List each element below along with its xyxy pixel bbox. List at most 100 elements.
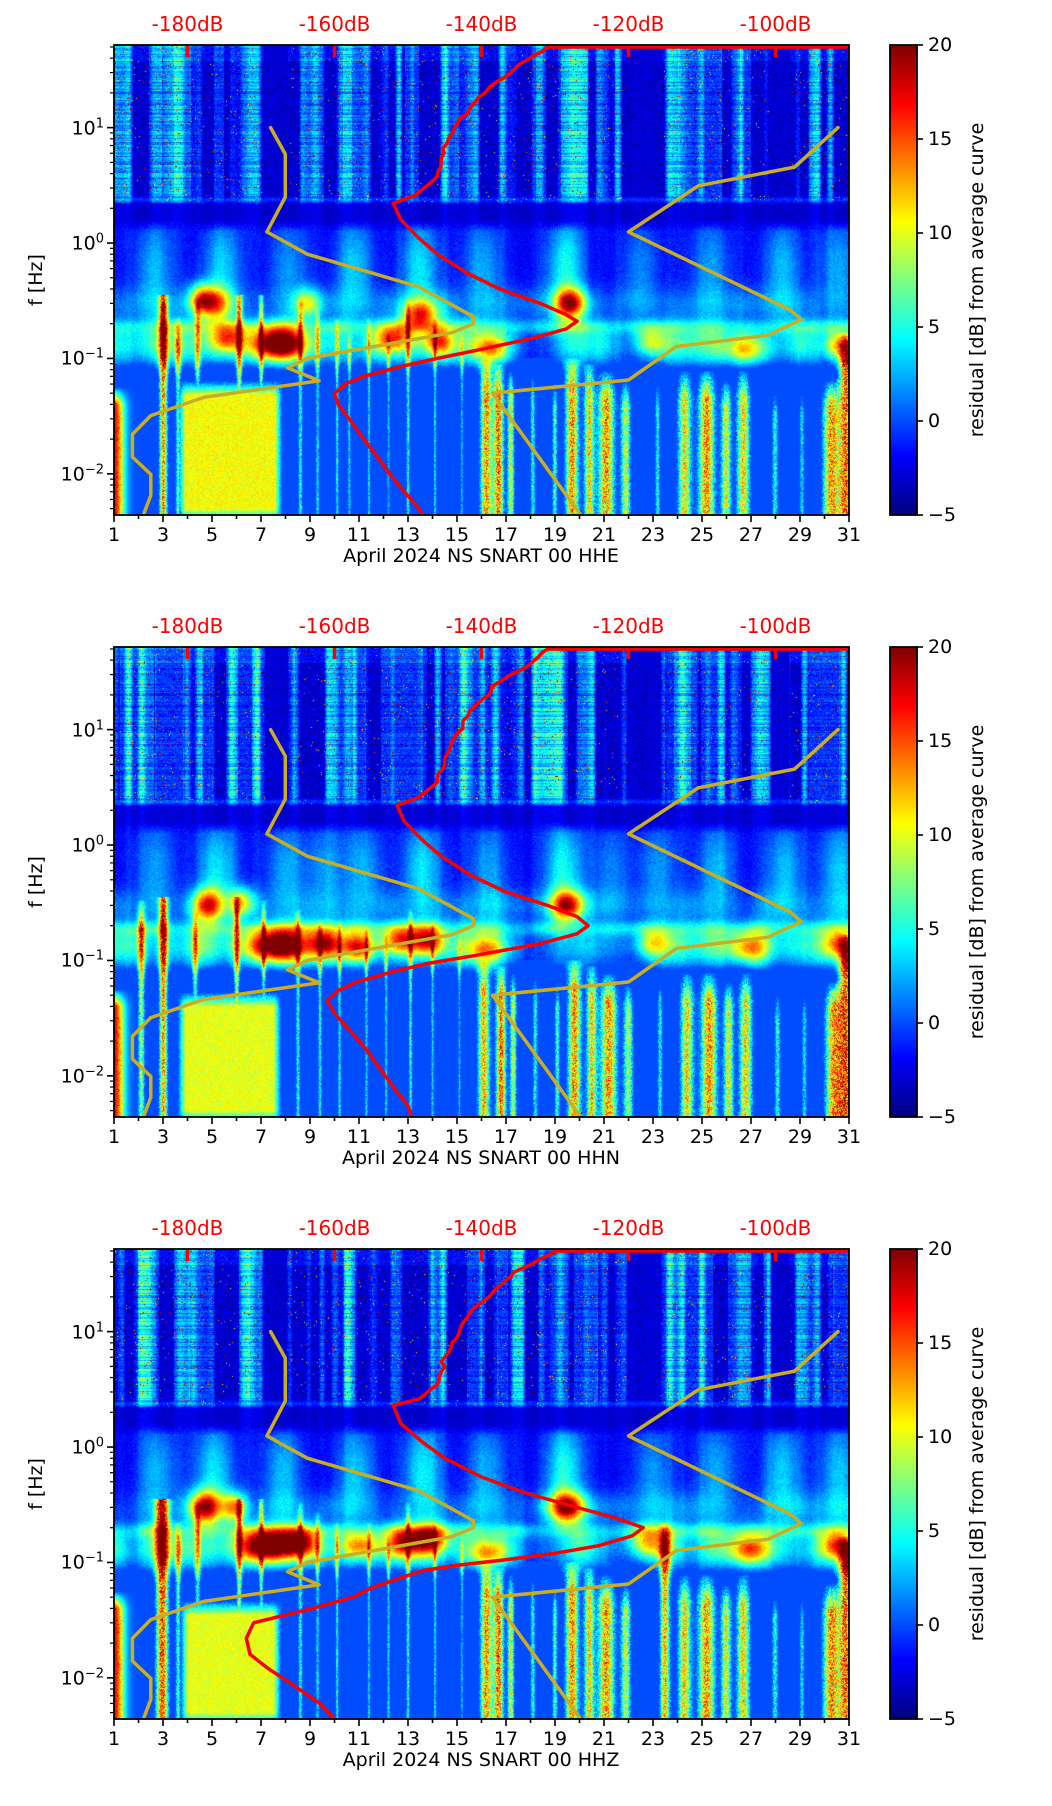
nhnm-curve: [490, 1329, 840, 1719]
ylabel-hhz: f [Hz]: [25, 1458, 47, 1510]
x-tick-label: 15: [444, 1728, 470, 1750]
y-tick-label: 10−1: [60, 948, 104, 973]
x-tick-label: 17: [493, 1728, 519, 1750]
colorbar-tick-label: 0: [928, 410, 941, 432]
x-tick-label: 29: [787, 1126, 813, 1148]
x-tick-label: 29: [787, 1728, 813, 1750]
plot-border: [113, 1248, 850, 1720]
nlnm-curve: [130, 1329, 476, 1719]
median-psd-curve: [332, 45, 849, 515]
x-tick-label: 25: [689, 524, 715, 546]
colorbar-tick-label: 15: [928, 730, 953, 752]
x-tick-label: 5: [205, 524, 219, 546]
x-tick-label: 7: [254, 1728, 268, 1750]
y-tick-label: 101: [71, 115, 104, 140]
colorbar-hhe: [890, 45, 917, 515]
y-tick-label: 10−1: [60, 1550, 104, 1575]
x-tick-label: 31: [836, 524, 862, 546]
x-tick-label: 23: [640, 524, 666, 546]
x-tick-label: 31: [836, 1126, 862, 1148]
plot-border: [113, 646, 850, 1118]
x-tick-label: 11: [346, 524, 372, 546]
x-tick-label: 19: [542, 524, 568, 546]
x-tick-label: 21: [591, 524, 617, 546]
x-tick-label: 9: [303, 1728, 317, 1750]
xlabel-hhe: April 2024 NS SNART 00 HHE: [343, 545, 619, 567]
x-tick-label: 17: [493, 1126, 519, 1148]
x-tick-label: 21: [591, 1126, 617, 1148]
colorbar-label-hhe: residual [dB] from average curve: [966, 122, 988, 438]
x-tick-label: 9: [303, 524, 317, 546]
colorbar-tick-label: 20: [928, 34, 953, 56]
nlnm-curve: [130, 125, 476, 515]
colorbar-tick-label: 20: [928, 1238, 953, 1260]
colorbar-tick-label: 15: [928, 1332, 953, 1354]
y-tick-label: 100: [71, 1435, 104, 1459]
y-tick-label: 10−2: [60, 462, 104, 486]
x-tick-label: 1: [107, 1126, 121, 1148]
colorbar-tick-label: 10: [928, 1426, 953, 1448]
colorbar-tick-label: −5: [928, 504, 957, 526]
colorbar-tick-label: 5: [928, 316, 941, 338]
x-tick-label: 3: [156, 1728, 170, 1750]
colorbar-tick-label: 0: [928, 1614, 941, 1636]
x-tick-label: 23: [640, 1126, 666, 1148]
x-tick-label: 25: [689, 1728, 715, 1750]
x-tick-label: 1: [107, 524, 121, 546]
x-tick-label: 15: [444, 1126, 470, 1148]
y-tick-label: 10−1: [60, 346, 104, 371]
x-tick-label: 15: [444, 524, 470, 546]
top-axis-tick-label: -120dB: [592, 1216, 665, 1240]
x-tick-label: 27: [738, 1728, 764, 1750]
xlabel-hhz: April 2024 NS SNART 00 HHZ: [342, 1749, 620, 1771]
nhnm-curve: [490, 125, 840, 515]
axes-overlay-hhz: [107, 1248, 923, 1726]
colorbar-tick-label: −5: [928, 1106, 957, 1128]
panel-hhn: April 2024 NS SNART 00 HHN f [Hz] residu…: [0, 602, 1052, 1204]
colorbar-border: [889, 44, 918, 516]
x-tick-label: 13: [395, 1126, 421, 1148]
colorbar-label-hhn: residual [dB] from average curve: [966, 724, 988, 1040]
top-axis-tick-label: -180dB: [151, 12, 224, 36]
top-axis-tick-label: -140dB: [445, 1216, 518, 1240]
nlnm-curve: [130, 727, 476, 1117]
plot-border: [113, 44, 850, 516]
colorbar-tick-label: 20: [928, 636, 953, 658]
colorbar-tick-label: 0: [928, 1012, 941, 1034]
y-tick-label: 10−2: [60, 1666, 104, 1690]
x-tick-label: 19: [542, 1126, 568, 1148]
x-tick-label: 3: [156, 1126, 170, 1148]
colorbar-label-hhz: residual [dB] from average curve: [966, 1326, 988, 1642]
x-tick-label: 27: [738, 524, 764, 546]
x-tick-label: 21: [591, 1728, 617, 1750]
y-tick-label: 100: [71, 231, 104, 255]
y-tick-label: 100: [71, 833, 104, 857]
top-axis-tick-label: -140dB: [445, 614, 518, 638]
ylabel-hhn: f [Hz]: [25, 856, 47, 908]
x-tick-label: 23: [640, 1728, 666, 1750]
x-tick-label: 3: [156, 524, 170, 546]
x-tick-label: 17: [493, 524, 519, 546]
x-tick-label: 11: [346, 1126, 372, 1148]
axes-overlay-hhe: [107, 44, 923, 522]
y-tick-label: 10−2: [60, 1064, 104, 1088]
x-tick-label: 27: [738, 1126, 764, 1148]
colorbar-border: [889, 646, 918, 1118]
top-axis-tick-label: -100dB: [739, 12, 812, 36]
x-tick-label: 25: [689, 1126, 715, 1148]
colorbar-border: [889, 1248, 918, 1720]
top-axis-tick-label: -180dB: [151, 1216, 224, 1240]
panel-hhz: April 2024 NS SNART 00 HHZ f [Hz] residu…: [0, 1204, 1052, 1806]
x-tick-label: 31: [836, 1728, 862, 1750]
colorbar-tick-label: 15: [928, 128, 953, 150]
x-tick-label: 7: [254, 1126, 268, 1148]
colorbar-hhn: [890, 647, 917, 1117]
x-tick-label: 5: [205, 1728, 219, 1750]
axes-overlay-hhn: [107, 646, 923, 1124]
top-axis-tick-label: -160dB: [298, 614, 371, 638]
colorbar-hhz: [890, 1249, 917, 1719]
top-axis-tick-label: -140dB: [445, 12, 518, 36]
x-tick-label: 9: [303, 1126, 317, 1148]
top-axis-tick-label: -160dB: [298, 12, 371, 36]
